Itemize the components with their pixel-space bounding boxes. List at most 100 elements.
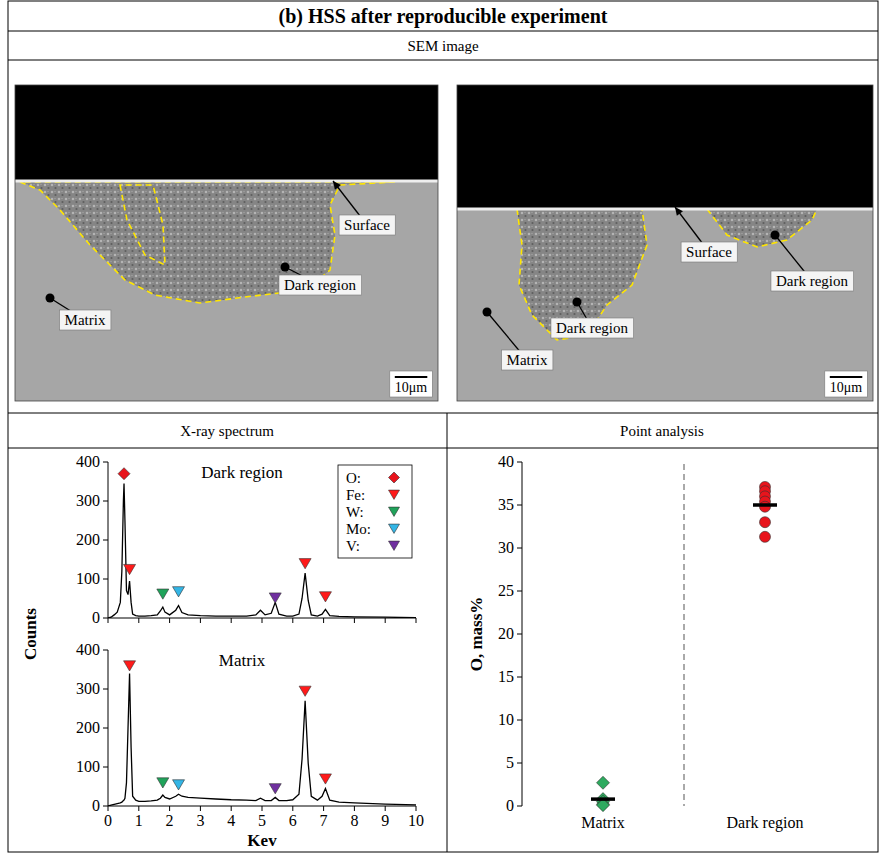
legend-text: W: <box>346 504 364 520</box>
y-axis-title: O, mass% <box>467 597 486 672</box>
legend-marker <box>389 507 400 516</box>
scale-line <box>395 376 428 378</box>
y-tick-label: 30 <box>498 539 514 556</box>
category-label: Matrix <box>581 814 625 831</box>
element-marker <box>124 661 136 671</box>
legend-marker <box>389 524 400 533</box>
x-tick <box>262 618 263 623</box>
y-tick-label: 400 <box>76 641 100 658</box>
legend-marker <box>389 541 400 550</box>
y-tick-label: 25 <box>498 582 514 599</box>
x-tick-label: 8 <box>350 812 358 829</box>
label-text: Dark region <box>776 273 849 289</box>
element-marker <box>319 774 331 784</box>
y-tick <box>103 728 108 729</box>
label-dot <box>771 231 780 240</box>
label-dot <box>281 263 290 272</box>
data-point <box>597 776 610 789</box>
image-label: Matrix <box>483 308 553 371</box>
label-text: Matrix <box>65 312 106 328</box>
dark-region <box>707 209 817 247</box>
y-tick-label: 100 <box>76 570 100 587</box>
x-tick <box>200 618 201 623</box>
element-marker <box>157 778 169 788</box>
scale-text: 10μm <box>395 380 428 395</box>
dark-region <box>120 185 165 265</box>
x-tick-label: 4 <box>227 812 235 829</box>
x-tick <box>354 806 355 811</box>
y-tick <box>517 763 522 764</box>
element-marker <box>269 784 281 794</box>
panel-title: Matrix <box>219 651 266 670</box>
scale-bar: 10μm <box>825 371 868 397</box>
dark-region <box>20 182 395 303</box>
row-line <box>8 413 878 414</box>
element-marker <box>124 564 136 574</box>
label-text: Dark region <box>556 320 629 336</box>
label-text: Matrix <box>507 352 548 368</box>
spectrum-panel: 0100200300400012345678910MatrixKev <box>76 641 424 850</box>
group-divider <box>684 464 685 806</box>
image-border <box>457 85 873 401</box>
element-marker <box>157 589 169 599</box>
x-tick <box>385 806 386 811</box>
x-tick-label: 1 <box>135 812 143 829</box>
scale-line <box>830 376 863 378</box>
x-tick <box>292 618 293 623</box>
data-point <box>760 531 771 542</box>
x-tick <box>323 806 324 811</box>
sem-content <box>457 85 873 401</box>
y-axis-title: Counts <box>21 608 40 660</box>
y-tick <box>517 677 522 678</box>
legend: O:Fe:W:Mo:V: <box>338 465 412 558</box>
scale-box <box>390 371 433 397</box>
sem-image: SurfaceDark regionDark regionMatrix10μm <box>457 85 873 401</box>
plot-area <box>108 661 416 806</box>
x-tick <box>416 806 417 811</box>
row-line <box>8 448 878 449</box>
y-tick-label: 35 <box>498 496 514 513</box>
x-tick <box>416 618 417 623</box>
y-tick-label: 0 <box>92 609 100 626</box>
sem-content <box>15 85 438 401</box>
element-marker <box>173 780 185 790</box>
label-text: Surface <box>344 217 390 233</box>
y-tick-label: 20 <box>498 625 514 642</box>
legend-marker <box>389 490 400 499</box>
label-box <box>279 275 362 295</box>
arrow-head <box>675 207 683 216</box>
panel-title: Dark region <box>201 463 283 482</box>
legend-text: Fe: <box>346 487 365 503</box>
element-marker <box>173 587 185 597</box>
row-line <box>8 60 878 61</box>
x-tick-label: 3 <box>196 812 204 829</box>
image-label: Dark region <box>771 231 854 292</box>
x-tick <box>231 806 232 811</box>
y-tick <box>517 720 522 721</box>
legend-box <box>338 465 412 558</box>
legend-text: O: <box>346 470 361 486</box>
y-tick-label: 15 <box>498 668 514 685</box>
x-tick <box>108 806 109 811</box>
x-tick <box>385 618 386 623</box>
data-point <box>760 517 771 528</box>
x-tick-label: 2 <box>166 812 174 829</box>
label-box <box>551 318 634 338</box>
label-box <box>681 242 737 262</box>
legend-text: Mo: <box>346 521 371 537</box>
spectrum-line <box>108 673 416 806</box>
x-tick-label: 5 <box>258 812 266 829</box>
element-marker <box>269 593 281 603</box>
figure: (b) HSS after reproducible experimentSEM… <box>0 0 886 863</box>
y-tick <box>517 462 522 463</box>
y-tick <box>517 548 522 549</box>
y-tick-label: 0 <box>92 797 100 814</box>
image-label: Dark region <box>551 298 634 339</box>
y-tick-label: 40 <box>498 453 514 470</box>
y-tick <box>517 505 522 506</box>
y-tick <box>103 806 108 807</box>
matrix-area <box>15 85 438 401</box>
y-tick <box>517 806 522 807</box>
label-box <box>502 350 553 370</box>
image-label: Matrix <box>46 294 111 331</box>
